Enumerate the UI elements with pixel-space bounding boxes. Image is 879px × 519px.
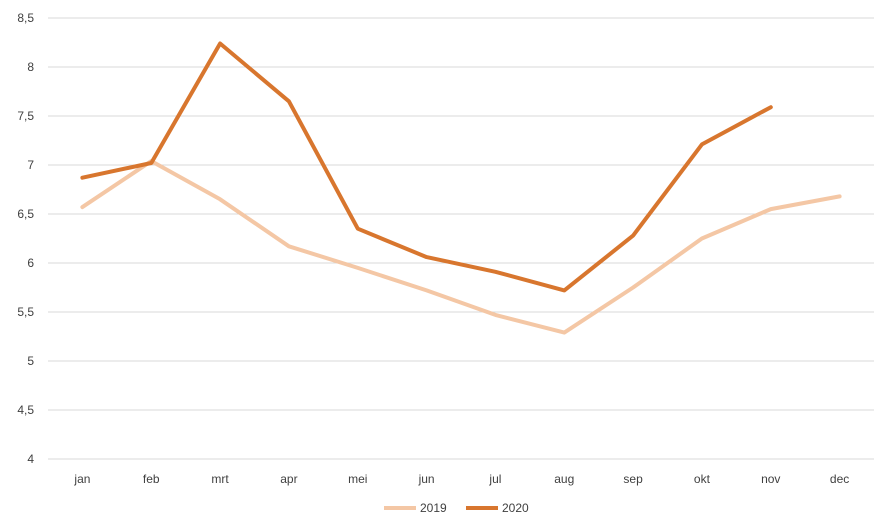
x-tick-label: dec [830,472,849,486]
x-tick-label: okt [694,472,711,486]
x-axis-ticks: jan feb mrt apr mei jun jul aug sep okt nov dec [73,472,849,486]
y-tick-label: 6,5 [17,207,34,221]
series-lines [80,41,842,335]
x-tick-label: feb [143,472,160,486]
legend: 2019 2020 [384,501,529,515]
y-tick-label: 4 [27,452,34,466]
series-line-2019 [80,159,842,335]
y-tick-label: 8 [27,60,34,74]
x-tick-label: sep [623,472,643,486]
x-tick-label: jul [488,472,501,486]
x-tick-label: jan [73,472,90,486]
series-line-2020 [80,41,773,293]
y-tick-label: 6 [27,256,34,270]
x-tick-label: jun [418,472,435,486]
y-tick-label: 4,5 [17,403,34,417]
legend-label: 2019 [420,501,447,515]
x-tick-label: mei [348,472,367,486]
x-tick-label: aug [554,472,574,486]
x-tick-label: nov [761,472,780,486]
y-tick-label: 5,5 [17,305,34,319]
legend-label: 2020 [502,501,529,515]
y-tick-label: 7,5 [17,109,34,123]
x-tick-label: apr [280,472,297,486]
y-tick-label: 8,5 [17,11,34,25]
y-axis-ticks: 4 4,5 5 5,5 6 6,5 7 7,5 8 8,5 [17,11,34,466]
y-tick-label: 7 [27,158,34,172]
y-tick-label: 5 [27,354,34,368]
x-tick-label: mrt [211,472,229,486]
gridlines [48,17,874,460]
